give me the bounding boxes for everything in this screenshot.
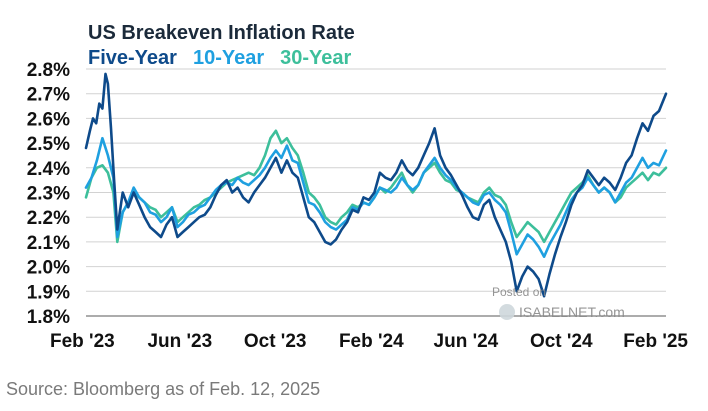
y-tick-label: 1.8% bbox=[27, 307, 70, 328]
y-tick-label: 2.1% bbox=[27, 233, 70, 254]
x-tick-label: Oct '24 bbox=[530, 331, 593, 352]
y-tick-label: 2.4% bbox=[27, 159, 70, 180]
x-tick-label: Jun '24 bbox=[434, 331, 499, 352]
chart-title: US Breakeven Inflation Rate bbox=[88, 22, 355, 44]
series-lines bbox=[84, 72, 668, 298]
x-tick-label: Feb '24 bbox=[339, 331, 404, 352]
legend-30-year: 30-Year bbox=[280, 47, 351, 69]
y-tick-label: 2.0% bbox=[27, 258, 70, 279]
y-tick-label: 2.7% bbox=[27, 85, 70, 106]
legend-five-year: Five-Year bbox=[88, 47, 177, 69]
x-tick-label: Feb '23 bbox=[50, 331, 115, 352]
source-note: Source: Bloomberg as of Feb. 12, 2025 bbox=[6, 379, 320, 399]
watermark-line2: ISABELNET.com bbox=[519, 304, 625, 320]
watermark-line1: Posted on bbox=[492, 285, 546, 299]
y-tick-label: 2.8% bbox=[27, 60, 70, 81]
series-line-10-year bbox=[84, 136, 668, 258]
y-tick-label: 1.9% bbox=[27, 282, 70, 303]
watermark: Posted on ISABELNET.com bbox=[492, 285, 625, 320]
y-tick-label: 2.3% bbox=[27, 184, 70, 205]
series-line-five-year bbox=[84, 72, 668, 298]
x-tick-label: Feb '25 bbox=[623, 331, 688, 352]
y-tick-label: 2.5% bbox=[27, 134, 70, 155]
y-tick-label: 2.6% bbox=[27, 109, 70, 130]
legend: Five-Year 10-Year 30-Year bbox=[88, 47, 352, 69]
x-tick-label: Jun '23 bbox=[147, 331, 212, 352]
x-tick-label: Oct '23 bbox=[244, 331, 307, 352]
legend-10-year: 10-Year bbox=[193, 47, 264, 69]
x-tick-labels: Feb '23 Jun '23 Oct '23 Feb '24 Jun '24 Oct '… bbox=[50, 331, 688, 352]
y-tick-labels: 1.8% 1.9% 2.0% 2.1% 2.2% 2.3% 2.4% 2.5% 2.6% 2.7%… bbox=[27, 60, 70, 328]
y-tick-label: 2.2% bbox=[27, 208, 70, 229]
watermark-globe-icon bbox=[499, 304, 515, 320]
